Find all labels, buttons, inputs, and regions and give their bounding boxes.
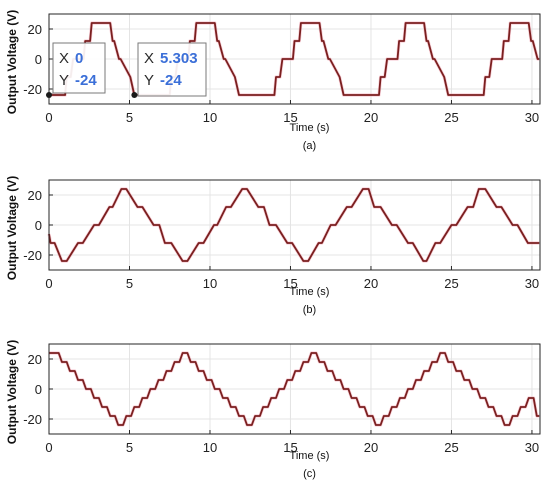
datatip-x-label: X [144, 50, 154, 67]
datatip-marker [131, 92, 138, 98]
datatip-2: X 5.303 Y -24 [131, 42, 207, 98]
y-tick-label: 20 [28, 22, 42, 37]
x-tick-label: 30 [525, 276, 539, 291]
y-tick-label: -20 [23, 248, 42, 263]
x-tick-label: 30 [525, 110, 539, 125]
datatip-y-label: Y [144, 72, 154, 89]
y-tick-label: 0 [35, 382, 42, 397]
series-line [49, 22, 540, 96]
datatip-1: X 0Y -24 [46, 42, 106, 98]
x-tick-label: 15 [283, 110, 297, 125]
datatip-x-value: 5.303 [160, 50, 198, 67]
y-tick-label: -20 [23, 82, 42, 97]
panel-caption: (b) [303, 304, 316, 316]
x-tick-label: 25 [444, 276, 458, 291]
datatip-y-value: -24 [75, 72, 97, 89]
y-axis-label: Output Voltage (V) [5, 176, 19, 280]
y-tick-label: 20 [28, 188, 42, 203]
x-tick-label: 20 [364, 440, 378, 455]
x-axis-label: Time (s) [290, 122, 330, 134]
x-tick-label: 25 [444, 110, 458, 125]
x-tick-label: 0 [45, 110, 52, 125]
x-tick-label: 0 [45, 276, 52, 291]
x-tick-label: 0 [45, 440, 52, 455]
x-tick-label: 30 [525, 440, 539, 455]
panel-caption: (c) [303, 468, 316, 480]
x-tick-label: 10 [203, 276, 217, 291]
series-line [48, 188, 540, 262]
x-tick-label: 10 [203, 110, 217, 125]
x-tick-label: 5 [126, 110, 133, 125]
datatip-box [52, 42, 106, 94]
y-axis-label: Output Voltage (V) [5, 10, 19, 114]
datatip-y-value: -24 [160, 72, 182, 89]
x-axis-label: Time (s) [290, 286, 330, 298]
datatip-y-label: Y [59, 72, 69, 89]
x-tick-label: 25 [444, 440, 458, 455]
y-tick-label: 0 [35, 52, 42, 67]
y-tick-label: 0 [35, 218, 42, 233]
panel-caption: (a) [303, 140, 316, 152]
x-tick-label: 5 [126, 276, 133, 291]
x-tick-label: 5 [126, 440, 133, 455]
x-tick-label: 20 [364, 276, 378, 291]
x-tick-label: 15 [283, 276, 297, 291]
y-tick-label: 20 [28, 352, 42, 367]
datatip-x-label: X [59, 50, 69, 67]
x-axis-label: Time (s) [290, 450, 330, 462]
datatip-box [137, 42, 207, 97]
series-line [49, 352, 540, 426]
datatip-marker [46, 92, 52, 98]
y-axis-label: Output Voltage (V) [5, 340, 19, 444]
x-tick-label: 15 [283, 440, 297, 455]
datatip-x-value: 0 [75, 50, 83, 67]
y-tick-label: -20 [23, 412, 42, 427]
x-tick-label: 20 [364, 110, 378, 125]
x-tick-label: 10 [203, 440, 217, 455]
